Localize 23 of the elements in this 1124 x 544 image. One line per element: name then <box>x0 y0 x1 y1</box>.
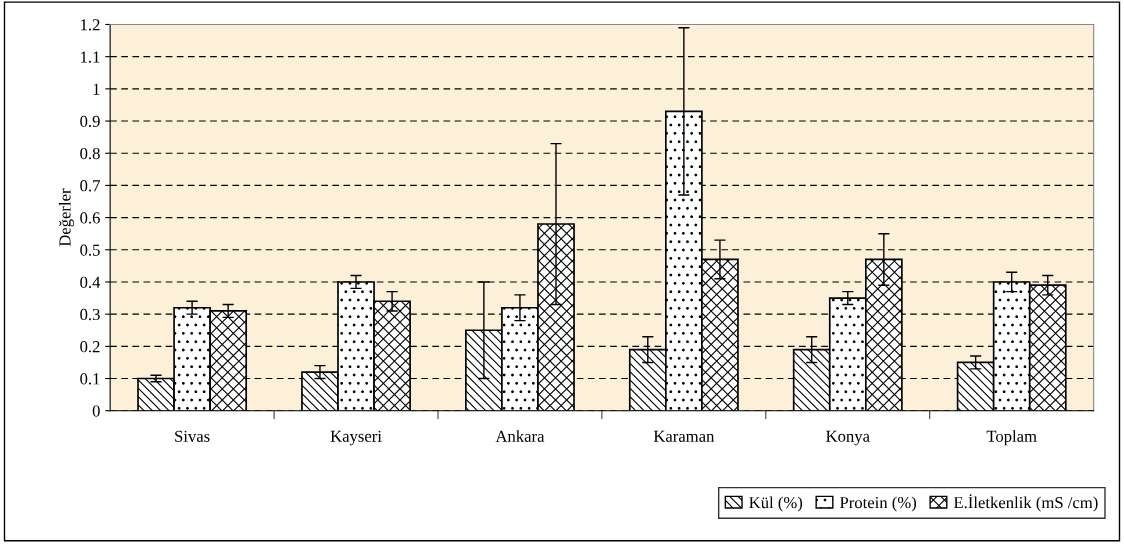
legend-label: Kül (%) <box>749 496 803 512</box>
y-tick-label: 0.4 <box>80 276 101 288</box>
x-tick-label: Konya <box>826 430 870 446</box>
y-tick-label: 1 <box>93 83 100 95</box>
x-tick-label: Sivas <box>175 430 210 442</box>
y-axis-title: Değerler <box>58 188 75 247</box>
y-tick-label: 0.9 <box>80 115 100 128</box>
y-tick-label: 0.1 <box>80 373 100 385</box>
y-tick-label: 0.8 <box>80 147 100 160</box>
x-tick-label: Kayseri <box>330 430 382 446</box>
y-tick-label: 1.1 <box>81 51 100 63</box>
y-tick-label: 0.2 <box>80 341 100 353</box>
x-tick-label: Toplam <box>986 430 1037 446</box>
y-tick-label: 0.3 <box>80 308 100 321</box>
y-tick-label: 0.7 <box>80 180 100 192</box>
y-tick-label: 1.2 <box>81 19 100 31</box>
legend-label: Protein (%) <box>839 496 917 512</box>
x-tick-label: Ankara <box>495 430 545 442</box>
legend-label: E.İletkenlik (mS /cm) <box>953 494 1098 512</box>
y-tick-label: 0 <box>92 405 100 417</box>
y-tick-label: 0.6 <box>80 212 100 224</box>
y-tick-label: 0.5 <box>80 244 100 256</box>
x-tick-label: Karaman <box>653 430 715 442</box>
